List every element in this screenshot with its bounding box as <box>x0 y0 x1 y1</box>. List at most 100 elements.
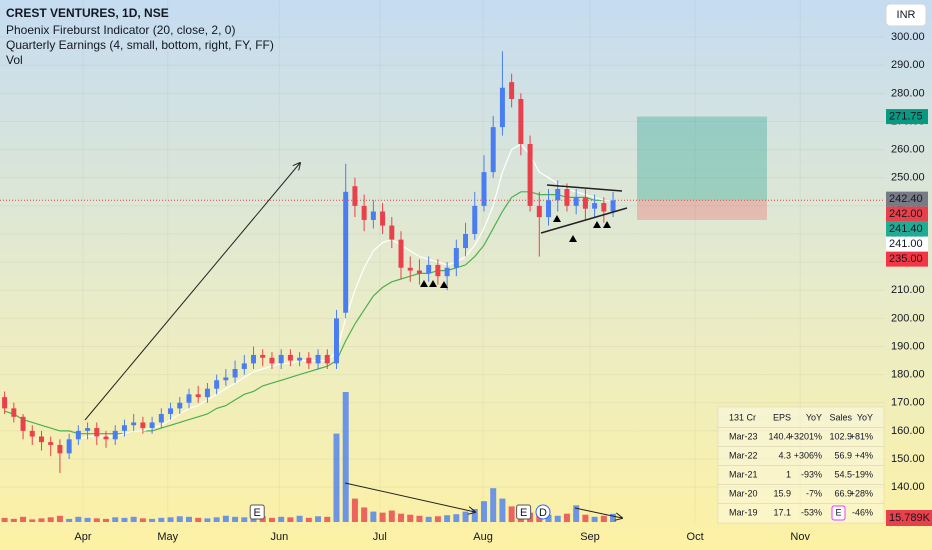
table-cell: -7% <box>806 488 822 498</box>
event-label: E <box>520 507 527 519</box>
table-header: EPS <box>773 412 791 422</box>
candle-body <box>287 354 293 361</box>
indicator: Quarterly Earnings (4, small, bottom, ri… <box>6 38 274 52</box>
candle-body <box>601 203 607 212</box>
x-tick-label: Aug <box>473 531 493 543</box>
candle-body <box>168 408 174 414</box>
volume-bar <box>582 514 589 522</box>
earnings-table <box>717 406 885 524</box>
event-badge <box>249 504 265 520</box>
table-cell: Mar-22 <box>729 450 758 460</box>
table-cell: 15.9 <box>773 488 791 498</box>
candle-body <box>490 127 496 173</box>
table-cell: -93% <box>801 469 822 479</box>
table-header: YoY <box>857 412 873 422</box>
candle-body <box>48 442 54 445</box>
candle-body <box>11 408 17 417</box>
candle-body <box>407 267 413 271</box>
volume-bar <box>241 517 248 522</box>
annotations <box>84 163 628 518</box>
price-tag <box>886 191 928 207</box>
volume-bar <box>185 516 192 522</box>
volume-tag <box>886 510 932 526</box>
price-tag <box>886 236 928 252</box>
volume-bar <box>407 514 414 522</box>
trend-arrow <box>84 163 300 421</box>
candle-body <box>20 416 26 431</box>
volume-bar <box>93 518 100 522</box>
volume-arrow <box>574 507 622 518</box>
candle-body <box>315 354 321 364</box>
candle-body <box>463 234 469 249</box>
volume-bar <box>563 513 570 522</box>
candle-body <box>527 144 533 206</box>
x-tick-label: Sep <box>580 531 600 543</box>
event-badge <box>535 504 551 520</box>
volume-bar <box>204 518 211 522</box>
candle-body <box>29 430 35 437</box>
volume-bar <box>490 488 497 522</box>
event-label: E <box>254 507 261 519</box>
table-cell: 140.4 <box>768 431 791 441</box>
chart-title: CREST VENTURES, 1D, NSE <box>6 6 169 20</box>
candle-body <box>426 264 432 274</box>
y-tick-label: 260.00 <box>891 144 925 156</box>
signal-markers <box>420 215 611 288</box>
marker <box>429 280 437 287</box>
marker <box>420 280 428 287</box>
volume-bar <box>444 515 451 522</box>
volume-bar <box>398 513 405 522</box>
y-tick-label: 190.00 <box>891 340 925 352</box>
candle-body <box>2 397 8 409</box>
y-tick-label: 170.00 <box>891 397 925 409</box>
candle-body <box>85 428 91 431</box>
table-header: YoY <box>806 412 822 422</box>
table-cell: Mar-21 <box>729 469 758 479</box>
volume-bar <box>121 517 128 522</box>
volume-bar <box>158 517 165 522</box>
volume-bar <box>268 517 275 522</box>
table-cell: Mar-20 <box>729 488 758 498</box>
candle-body <box>269 357 275 364</box>
currency[interactable]: INR <box>897 9 916 21</box>
candle-body <box>416 270 422 274</box>
price-tag-label: 242.40 <box>889 193 923 205</box>
candle-body <box>112 430 118 440</box>
candle-body <box>324 354 330 364</box>
candle-body <box>444 267 450 277</box>
volume-bar <box>554 515 561 522</box>
volume-bar <box>66 518 73 522</box>
price-tag <box>886 221 928 237</box>
candle-body <box>186 394 192 403</box>
table-cell: E <box>835 507 841 517</box>
y-tick-label: 280.00 <box>891 87 925 99</box>
y-tick-label: 210.00 <box>891 284 925 296</box>
currency-button[interactable] <box>885 3 927 27</box>
candle-body <box>343 191 349 313</box>
volume-bar <box>342 392 349 522</box>
marker <box>593 221 601 228</box>
indicator: Phoenix Fireburst Indicator (20, close, … <box>6 23 235 37</box>
volume-bar <box>56 515 63 522</box>
y-tick-label: 180.00 <box>891 369 925 381</box>
candle-body <box>140 422 146 429</box>
candle-body <box>232 369 238 378</box>
candle-body <box>223 377 229 381</box>
candle-body <box>306 357 312 364</box>
price-tag-label: 271.75 <box>889 110 923 122</box>
price-tag <box>886 251 928 267</box>
volume-bar <box>112 517 119 522</box>
volume-bar <box>315 516 322 522</box>
candle-body <box>564 189 570 206</box>
y-tick-label: 160.00 <box>891 425 925 437</box>
candle-body <box>38 436 44 443</box>
volume-bar <box>149 518 156 522</box>
volume-bar <box>29 519 36 522</box>
volume-bar <box>139 518 146 522</box>
volume-bar <box>287 517 294 522</box>
table-cell: -46% <box>852 507 873 517</box>
candle-body <box>536 205 542 218</box>
candle-body <box>177 402 183 409</box>
table-cell: Mar-23 <box>729 431 758 441</box>
